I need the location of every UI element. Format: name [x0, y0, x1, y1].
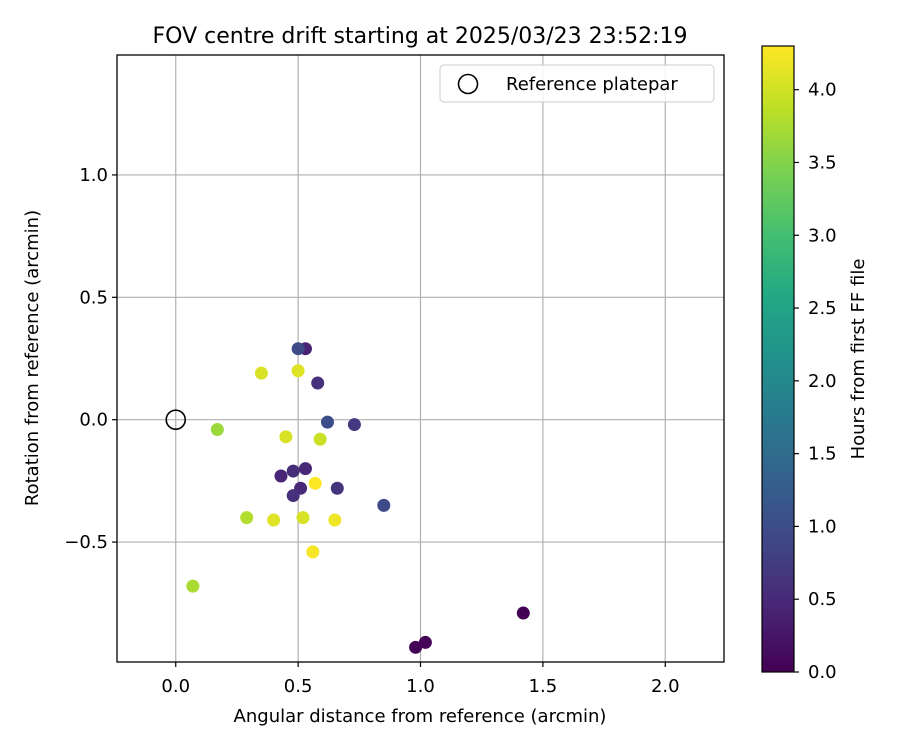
colorbar-gradient — [761, 45, 795, 673]
y-tick-label: 1.0 — [79, 165, 108, 186]
data-point — [320, 415, 334, 429]
data-point — [306, 545, 320, 559]
data-point — [311, 376, 325, 390]
data-point — [409, 640, 423, 654]
x-tick-label: 0.0 — [161, 676, 190, 697]
data-point — [254, 366, 268, 380]
x-tick-label: 0.5 — [284, 676, 313, 697]
colorbar-tick-label: 1.5 — [808, 444, 837, 465]
colorbar-tick-label: 2.0 — [808, 371, 837, 392]
data-point — [308, 476, 322, 490]
plot-axes: 0.0 0.5 1.0 1.5 2.0 −0.5 0.0 0.5 1.0 — [64, 54, 725, 697]
data-point — [210, 422, 224, 436]
data-point — [347, 418, 361, 432]
data-point — [330, 481, 344, 495]
x-tick-label: 1.5 — [529, 676, 558, 697]
data-point — [286, 464, 300, 478]
colorbar-tick-label: 0.0 — [808, 662, 837, 683]
colorbar-tick-label: 3.0 — [808, 225, 837, 246]
data-point — [516, 606, 530, 620]
data-point — [240, 511, 254, 525]
legend-open-circle-marker — [457, 73, 479, 95]
legend: Reference platepar — [439, 64, 715, 103]
colorbar-tick-label: 2.5 — [808, 298, 837, 319]
colorbar-label: Hours from first FF file — [848, 259, 869, 460]
legend-label: Reference platepar — [506, 74, 678, 95]
colorbar-tick-label: 0.5 — [808, 589, 837, 610]
x-tick-label: 2.0 — [651, 676, 680, 697]
y-axis-ticks: −0.5 0.0 0.5 1.0 — [64, 165, 117, 553]
grid — [117, 55, 724, 662]
chart-title: FOV centre drift starting at 2025/03/23 … — [153, 24, 688, 49]
data-point — [291, 342, 305, 356]
data-point — [186, 579, 200, 593]
x-tick-label: 1.0 — [406, 676, 435, 697]
data-point — [267, 513, 281, 527]
data-points — [165, 342, 530, 654]
colorbar-tick-label: 1.0 — [808, 516, 837, 537]
data-point — [291, 364, 305, 378]
legend-box — [439, 64, 715, 103]
reference-point-marker — [165, 409, 187, 430]
colorbar-tick-label: 3.5 — [808, 152, 837, 173]
x-axis-label: Angular distance from reference (arcmin) — [234, 706, 607, 727]
y-tick-label: 0.0 — [79, 410, 108, 431]
data-point — [328, 513, 342, 527]
data-point — [418, 635, 432, 649]
data-point — [274, 469, 288, 483]
colorbar-tick-label: 4.0 — [808, 80, 837, 101]
x-axis-ticks: 0.0 0.5 1.0 1.5 2.0 — [161, 662, 680, 697]
colorbar-ticks: 0.0 0.5 1.0 1.5 2.0 2.5 3.0 3.5 4.0 — [794, 80, 837, 683]
data-point — [298, 462, 312, 476]
colorbar: 0.0 0.5 1.0 1.5 2.0 2.5 3.0 3.5 4.0 Hours from f… — [761, 45, 869, 683]
data-point — [377, 498, 391, 512]
data-point — [279, 430, 293, 444]
data-point — [286, 489, 300, 503]
data-point — [313, 432, 327, 446]
y-tick-label: −0.5 — [64, 532, 108, 553]
y-tick-label: 0.5 — [79, 287, 108, 308]
y-axis-label: Rotation from reference (arcmin) — [22, 210, 43, 506]
data-point — [296, 511, 310, 525]
